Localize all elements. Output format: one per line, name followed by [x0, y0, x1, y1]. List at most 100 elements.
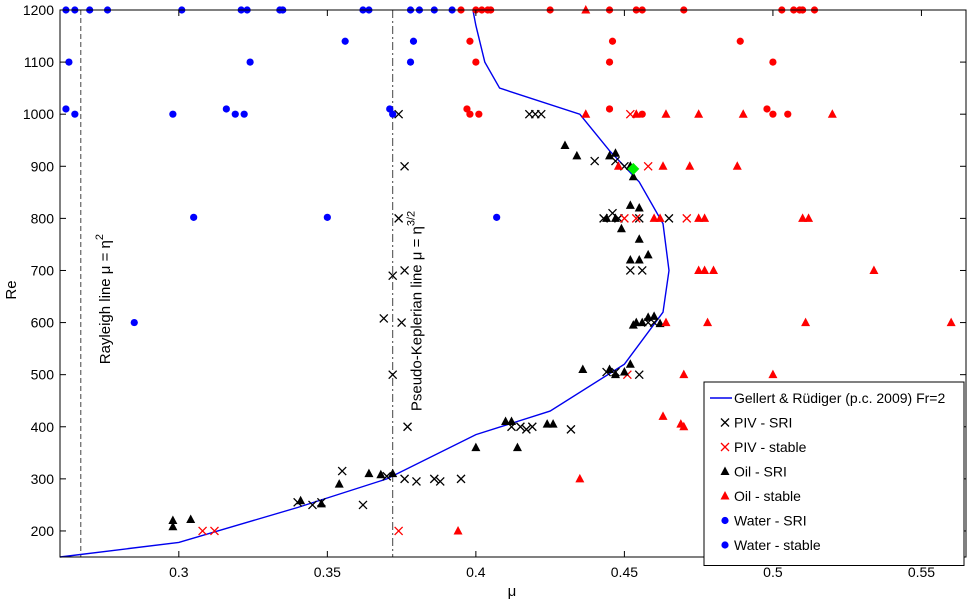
oil-sri-point — [507, 416, 517, 426]
rayleigh-label: Rayleigh line μ = η2 — [94, 234, 114, 364]
oil-sri-point — [168, 521, 178, 531]
piv-stable-point — [619, 213, 629, 223]
oil-sri-point — [376, 469, 386, 479]
piv-sri-point — [308, 500, 317, 510]
piv-sri-point — [388, 370, 398, 380]
water-stable-point — [472, 58, 480, 66]
x-tick-label: 0.35 — [314, 564, 341, 580]
piv-sri-point — [566, 424, 576, 434]
x-tick-label: 0.45 — [611, 564, 638, 580]
rayleigh-label-text: Rayleigh line μ = η — [97, 240, 114, 364]
piv-sri-point — [358, 500, 368, 510]
piv-sri-point — [382, 471, 392, 481]
oil-sri-point — [572, 150, 582, 160]
legend-entry-label: PIV - SRI — [734, 415, 792, 431]
water-stable-point — [736, 37, 744, 45]
oil-sri-point — [625, 359, 635, 368]
series-piv-sri — [293, 109, 674, 510]
oil-stable-point — [581, 5, 591, 14]
water-stable-point — [784, 110, 792, 118]
pseudo-keplerian-label-text: Pseudo-Keplerian line μ = η — [409, 226, 426, 411]
piv-sri-point — [397, 318, 407, 328]
x-tick-label: 0.4 — [466, 564, 486, 580]
oil-sri-point — [334, 479, 344, 488]
y-axis-title: Re — [3, 280, 20, 299]
oil-sri-point — [388, 468, 398, 478]
pseudo-keplerian-label: Pseudo-Keplerian line μ = η3/2 — [406, 211, 426, 411]
x-tick-label: 0.3 — [169, 564, 189, 580]
oil-sri-point — [649, 311, 659, 320]
piv-sri-point — [521, 424, 531, 434]
water-sri-point — [341, 37, 349, 45]
oil-stable-point — [453, 525, 463, 535]
oil-sri-point — [471, 442, 481, 452]
legend-entry-label: Gellert & Rüdiger (p.c. 2009) Fr=2 — [734, 390, 945, 406]
piv-stable-point — [198, 526, 208, 536]
piv-sri-point — [664, 213, 674, 223]
oil-stable-point — [658, 161, 668, 170]
marker-layer — [62, 5, 956, 536]
water-stable-point — [466, 37, 474, 45]
oil-sri-point — [186, 514, 196, 523]
legend-entry-label: Water - stable — [734, 537, 821, 553]
oil-stable-point — [709, 265, 719, 274]
water-sri-point — [222, 105, 230, 113]
piv-sri-point — [400, 266, 410, 275]
oil-stable-point — [700, 213, 710, 222]
water-sri-point — [409, 37, 418, 45]
piv-sri-point — [590, 156, 600, 166]
oil-sri-point — [578, 364, 588, 373]
oil-stable-point — [768, 369, 778, 379]
oil-stable-point — [575, 473, 585, 483]
oil-stable-point — [655, 213, 665, 222]
water-sri-point — [231, 110, 239, 118]
piv-sri-point — [400, 161, 410, 171]
water-sri-point — [62, 105, 70, 113]
water-sri-point — [389, 110, 397, 118]
oil-sri-point — [610, 148, 620, 157]
piv-sri-point — [625, 266, 635, 275]
piv-sri-point — [524, 109, 534, 119]
series-oil-stable — [453, 5, 956, 535]
oil-sri-point — [605, 364, 615, 373]
piv-stable-point — [210, 526, 219, 536]
piv-sri-point — [637, 266, 647, 275]
piv-sri-point — [429, 474, 439, 484]
water-stable-point — [638, 110, 646, 118]
water-stable-point — [608, 37, 617, 45]
piv-sri-point — [394, 109, 404, 119]
oil-stable-point — [658, 411, 668, 420]
water-sri-point — [493, 213, 501, 221]
oil-sri-point — [628, 171, 638, 181]
series-piv-stable — [198, 109, 692, 536]
x-axis-title: μ — [508, 583, 517, 600]
piv-sri-point — [394, 213, 404, 223]
oil-stable-point — [679, 369, 689, 379]
oil-sri-point — [560, 140, 570, 149]
piv-sri-point — [536, 109, 546, 119]
series-oil-stable-highlight — [627, 162, 640, 175]
oil-stable-point — [661, 109, 671, 118]
oil-sri-point — [637, 317, 647, 327]
piv-sri-point — [435, 477, 445, 486]
tick-layer: 0.3 0.35 0.4 0.45 0.5 0.55 200 300 400 500 600 700 8… — [23, 2, 966, 580]
oil-sri-point — [316, 498, 326, 508]
y-tick-label: 900 — [31, 158, 55, 174]
piv-sri-point — [456, 474, 466, 484]
piv-sri-point — [527, 422, 537, 432]
piv-stable-point — [394, 526, 404, 536]
piv-stable-point — [643, 161, 653, 171]
oil-stable-highlight-point — [627, 162, 640, 175]
water-sri-point — [323, 213, 331, 221]
water-sri-point — [130, 318, 138, 327]
water-stable-point — [769, 110, 777, 118]
model-curve — [59, 9, 670, 558]
oil-sri-point — [634, 234, 644, 243]
oil-stable-point — [679, 421, 689, 431]
oil-stable-point — [649, 213, 659, 222]
legend-entry-label: Water - SRI — [734, 513, 807, 529]
piv-sri-point — [388, 271, 398, 281]
oil-stable-point — [700, 265, 710, 274]
oil-stable-point — [703, 317, 713, 327]
